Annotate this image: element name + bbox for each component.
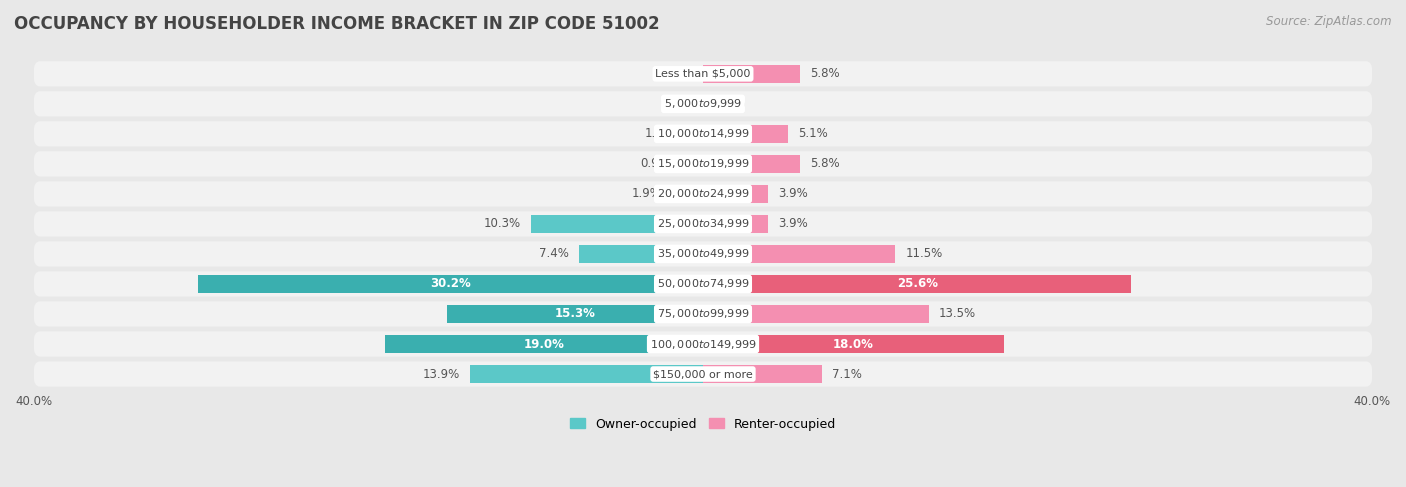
- FancyBboxPatch shape: [34, 181, 1372, 206]
- FancyBboxPatch shape: [34, 151, 1372, 176]
- Text: 0.0%: 0.0%: [659, 97, 689, 111]
- Bar: [471, 365, 703, 383]
- Bar: [385, 335, 703, 353]
- Text: 1.1%: 1.1%: [645, 128, 675, 140]
- Text: 11.5%: 11.5%: [905, 247, 943, 261]
- Bar: [703, 65, 800, 83]
- Text: 3.9%: 3.9%: [779, 217, 808, 230]
- Bar: [703, 335, 1004, 353]
- Text: 0.0%: 0.0%: [717, 97, 747, 111]
- Text: 25.6%: 25.6%: [897, 278, 938, 290]
- Bar: [703, 185, 768, 203]
- Bar: [703, 365, 823, 383]
- Text: 19.0%: 19.0%: [523, 337, 564, 351]
- Bar: [703, 305, 929, 323]
- Text: 18.0%: 18.0%: [834, 337, 875, 351]
- Text: 0.0%: 0.0%: [659, 67, 689, 80]
- Text: $10,000 to $14,999: $10,000 to $14,999: [657, 128, 749, 140]
- FancyBboxPatch shape: [34, 331, 1372, 356]
- Bar: [703, 275, 1132, 293]
- Text: 5.1%: 5.1%: [799, 128, 828, 140]
- Bar: [685, 125, 703, 143]
- FancyBboxPatch shape: [34, 301, 1372, 327]
- Text: Less than $5,000: Less than $5,000: [655, 69, 751, 79]
- FancyBboxPatch shape: [34, 121, 1372, 147]
- Text: $100,000 to $149,999: $100,000 to $149,999: [650, 337, 756, 351]
- Bar: [703, 215, 768, 233]
- Bar: [703, 154, 800, 173]
- Text: 7.4%: 7.4%: [540, 247, 569, 261]
- Text: 3.9%: 3.9%: [779, 187, 808, 201]
- FancyBboxPatch shape: [34, 271, 1372, 297]
- Text: 0.95%: 0.95%: [640, 157, 678, 170]
- Text: 30.2%: 30.2%: [430, 278, 471, 290]
- Text: 13.5%: 13.5%: [939, 307, 976, 320]
- Text: 1.9%: 1.9%: [631, 187, 661, 201]
- Legend: Owner-occupied, Renter-occupied: Owner-occupied, Renter-occupied: [565, 412, 841, 435]
- Text: $20,000 to $24,999: $20,000 to $24,999: [657, 187, 749, 201]
- Bar: [671, 185, 703, 203]
- FancyBboxPatch shape: [34, 361, 1372, 387]
- Bar: [447, 305, 703, 323]
- Text: $35,000 to $49,999: $35,000 to $49,999: [657, 247, 749, 261]
- Text: $5,000 to $9,999: $5,000 to $9,999: [664, 97, 742, 111]
- Text: Source: ZipAtlas.com: Source: ZipAtlas.com: [1267, 15, 1392, 28]
- Text: OCCUPANCY BY HOUSEHOLDER INCOME BRACKET IN ZIP CODE 51002: OCCUPANCY BY HOUSEHOLDER INCOME BRACKET …: [14, 15, 659, 33]
- Text: 13.9%: 13.9%: [423, 368, 460, 380]
- Text: 7.1%: 7.1%: [832, 368, 862, 380]
- FancyBboxPatch shape: [34, 242, 1372, 266]
- Text: $75,000 to $99,999: $75,000 to $99,999: [657, 307, 749, 320]
- Bar: [579, 244, 703, 263]
- Bar: [198, 275, 703, 293]
- Text: $150,000 or more: $150,000 or more: [654, 369, 752, 379]
- Text: 5.8%: 5.8%: [810, 67, 839, 80]
- Bar: [688, 154, 703, 173]
- Text: 10.3%: 10.3%: [484, 217, 520, 230]
- FancyBboxPatch shape: [34, 211, 1372, 237]
- Text: $25,000 to $34,999: $25,000 to $34,999: [657, 217, 749, 230]
- FancyBboxPatch shape: [34, 61, 1372, 87]
- Text: $50,000 to $74,999: $50,000 to $74,999: [657, 278, 749, 290]
- Bar: [530, 215, 703, 233]
- Bar: [703, 125, 789, 143]
- Text: 5.8%: 5.8%: [810, 157, 839, 170]
- Text: 15.3%: 15.3%: [554, 307, 595, 320]
- Bar: [703, 244, 896, 263]
- Text: $15,000 to $19,999: $15,000 to $19,999: [657, 157, 749, 170]
- FancyBboxPatch shape: [34, 91, 1372, 116]
